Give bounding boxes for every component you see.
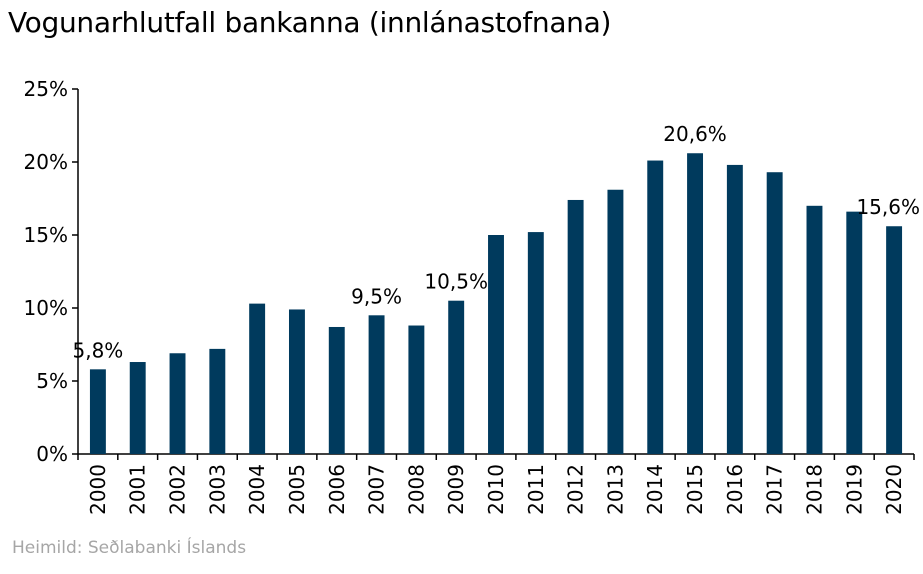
- bar-2001: [129, 362, 146, 454]
- bar-2011: [527, 232, 544, 454]
- x-tick-label-2009: 2009: [444, 464, 468, 515]
- bar-2010: [488, 235, 504, 454]
- y-tick-label: 20%: [24, 150, 68, 174]
- data-labels: 5,8% 9,5% 10,5% 20,6% 15,6%: [72, 122, 920, 362]
- source-note: Heimild: Seðlabanki Íslands: [12, 538, 247, 558]
- y-tick-label: 10%: [24, 296, 68, 320]
- data-label-2000: 5,8%: [72, 338, 123, 362]
- x-tick-label-2010: 2010: [484, 464, 508, 515]
- y-tick-label: 0%: [36, 442, 68, 466]
- data-label-2020: 15,6%: [856, 195, 920, 219]
- bar-2009: [448, 300, 465, 454]
- bar-2013: [607, 189, 624, 455]
- bar-2008: [408, 325, 425, 454]
- bar-2020: [886, 226, 903, 454]
- x-tick-label-2005: 2005: [285, 464, 309, 515]
- x-tick-label-2016: 2016: [723, 464, 747, 515]
- data-label-2009: 10,5%: [424, 270, 488, 294]
- bars: [89, 153, 903, 455]
- bar-2000: [89, 369, 106, 454]
- bar-2015: [687, 153, 704, 455]
- bar-2005: [288, 309, 305, 454]
- data-label-2007: 9,5%: [351, 284, 402, 308]
- bar-2018: [806, 205, 823, 454]
- chart-title: Vogunarhlutfall bankanna (innlánastofnan…: [8, 6, 612, 39]
- x-tick-label-2002: 2002: [166, 464, 190, 515]
- data-label-2015: 20,6%: [663, 122, 727, 146]
- x-tick-label-2019: 2019: [842, 464, 866, 515]
- bar-2007: [368, 315, 385, 454]
- x-tick-label-2003: 2003: [205, 464, 229, 515]
- x-tick-label-2000: 2000: [86, 464, 110, 515]
- x-tick-label-2020: 2020: [882, 464, 906, 515]
- x-tick-label-2008: 2008: [404, 464, 428, 515]
- y-tick-label: 5%: [36, 369, 68, 393]
- x-tick-label-2014: 2014: [643, 464, 667, 515]
- bar-2002: [169, 353, 186, 454]
- y-axis: 0% 5% 10% 15% 20% 25%: [24, 77, 79, 466]
- bar-2004: [249, 303, 266, 454]
- x-tick-label-2007: 2007: [365, 464, 389, 515]
- x-tick-label-2004: 2004: [245, 464, 269, 515]
- bar-2006: [328, 326, 345, 454]
- x-tick-label-2012: 2012: [564, 464, 588, 515]
- x-tick-label-2011: 2011: [524, 464, 548, 515]
- x-tick-label-2001: 2001: [126, 464, 150, 515]
- y-tick-label: 25%: [24, 77, 68, 101]
- x-axis: 2000 2001 2002 2003 2004 2005 2006 2007 2008 2009…: [77, 453, 915, 515]
- bar-2019: [846, 211, 863, 454]
- x-tick-label-2006: 2006: [325, 464, 349, 515]
- bar-2012: [567, 199, 584, 454]
- x-tick-label-2018: 2018: [802, 464, 826, 515]
- bar-2017: [766, 172, 783, 454]
- x-tick-label-2017: 2017: [763, 464, 787, 515]
- bar-2014: [647, 160, 664, 455]
- x-tick-label-2013: 2013: [603, 464, 627, 515]
- bar-2016: [726, 164, 743, 455]
- x-tick-label-2015: 2015: [683, 464, 707, 515]
- bar-2003: [209, 348, 226, 454]
- y-tick-label: 15%: [24, 223, 68, 247]
